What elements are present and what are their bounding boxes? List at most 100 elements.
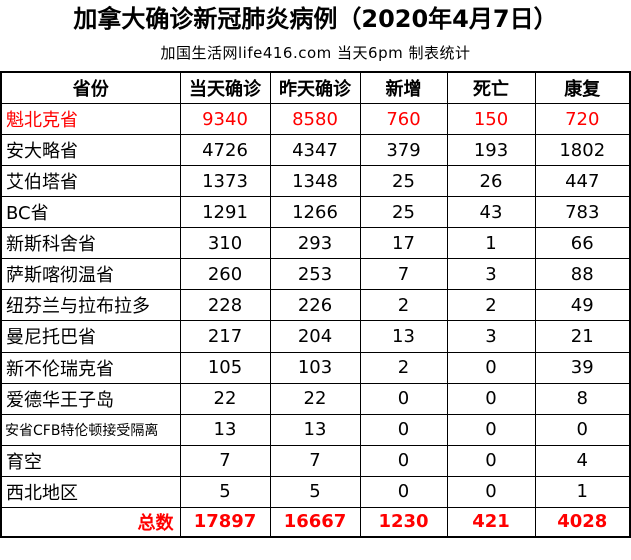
- recovered: 21: [534, 320, 631, 353]
- table-row: 新不伦瑞克省 105 103 2 0 39: [0, 351, 631, 384]
- recovered: 39: [534, 351, 631, 384]
- table-row: 新斯科舍省 310 293 17 1 66: [0, 227, 631, 260]
- table-row: 曼尼托巴省 217 204 13 3 21: [0, 320, 631, 353]
- deaths: 0: [446, 413, 536, 446]
- recovered: 49: [534, 289, 631, 322]
- province-name: 西北地区: [0, 475, 181, 508]
- new-cases: 0: [359, 444, 448, 477]
- table-row: 安省CFB特伦顿接受隔离 13 13 0 0 0: [0, 413, 631, 446]
- total-recovered: 4028: [534, 506, 631, 538]
- new-cases: 13: [359, 320, 448, 353]
- province-name: 曼尼托巴省: [0, 320, 181, 353]
- new-cases: 25: [359, 165, 448, 198]
- today-confirmed: 217: [179, 320, 271, 353]
- yesterday-confirmed: 7: [269, 444, 361, 477]
- today-confirmed: 228: [179, 289, 271, 322]
- yesterday-confirmed: 103: [269, 351, 361, 384]
- recovered: 66: [534, 227, 631, 260]
- recovered: 88: [534, 258, 631, 291]
- header-today-confirmed: 当天确诊: [179, 71, 271, 104]
- deaths: 0: [446, 444, 536, 477]
- new-cases: 25: [359, 196, 448, 229]
- deaths: 2: [446, 289, 536, 322]
- deaths: 0: [446, 382, 536, 415]
- yesterday-confirmed: 13: [269, 413, 361, 446]
- yesterday-confirmed: 4347: [269, 134, 361, 167]
- deaths: 193: [446, 134, 536, 167]
- new-cases: 760: [359, 102, 448, 136]
- province-name: 萨斯喀彻温省: [0, 258, 181, 291]
- yesterday-confirmed: 8580: [269, 102, 361, 136]
- yesterday-confirmed: 1348: [269, 165, 361, 198]
- new-cases: 7: [359, 258, 448, 291]
- table-row: 爱德华王子岛 22 22 0 0 8: [0, 382, 631, 415]
- table-row: 魁北克省 9340 8580 760 150 720: [0, 102, 631, 136]
- today-confirmed: 5: [179, 475, 271, 508]
- deaths: 43: [446, 196, 536, 229]
- recovered: 8: [534, 382, 631, 415]
- recovered: 783: [534, 196, 631, 229]
- page-title: 加拿大确诊新冠肺炎病例（2020年4月7日）: [73, 5, 558, 33]
- table-row: 艾伯塔省 1373 1348 25 26 447: [0, 165, 631, 198]
- header-province: 省份: [0, 71, 181, 104]
- deaths: 1: [446, 227, 536, 260]
- header-deaths: 死亡: [446, 71, 536, 104]
- new-cases: 2: [359, 289, 448, 322]
- province-name: 安大略省: [0, 134, 181, 167]
- province-name: 新斯科舍省: [0, 227, 181, 260]
- total-today-confirmed: 17897: [179, 506, 271, 538]
- province-name: 育空: [0, 444, 181, 477]
- recovered: 720: [534, 102, 631, 136]
- table-row: 西北地区 5 5 0 0 1: [0, 475, 631, 508]
- header-recovered: 康复: [534, 71, 631, 104]
- new-cases: 2: [359, 351, 448, 384]
- deaths: 0: [446, 475, 536, 508]
- yesterday-confirmed: 226: [269, 289, 361, 322]
- province-name: 安省CFB特伦顿接受隔离: [0, 413, 181, 446]
- recovered: 1802: [534, 134, 631, 167]
- table-row: 安大略省 4726 4347 379 193 1802: [0, 134, 631, 167]
- new-cases: 0: [359, 382, 448, 415]
- province-name: 艾伯塔省: [0, 165, 181, 198]
- new-cases: 0: [359, 413, 448, 446]
- recovered: 447: [534, 165, 631, 198]
- yesterday-confirmed: 253: [269, 258, 361, 291]
- new-cases: 17: [359, 227, 448, 260]
- deaths: 150: [446, 102, 536, 136]
- today-confirmed: 4726: [179, 134, 271, 167]
- today-confirmed: 1373: [179, 165, 271, 198]
- yesterday-confirmed: 1266: [269, 196, 361, 229]
- deaths: 3: [446, 258, 536, 291]
- province-name: 纽芬兰与拉布拉多: [0, 289, 181, 322]
- today-confirmed: 13: [179, 413, 271, 446]
- yesterday-confirmed: 293: [269, 227, 361, 260]
- today-confirmed: 260: [179, 258, 271, 291]
- deaths: 26: [446, 165, 536, 198]
- today-confirmed: 7: [179, 444, 271, 477]
- total-label: 总数: [0, 506, 181, 538]
- header-row: 省份 当天确诊 昨天确诊 新增 死亡 康复: [0, 71, 631, 104]
- yesterday-confirmed: 5: [269, 475, 361, 508]
- header-new: 新增: [359, 71, 448, 104]
- province-name: 魁北克省: [0, 102, 181, 136]
- header-yesterday-confirmed: 昨天确诊: [269, 71, 361, 104]
- total-deaths: 421: [446, 506, 536, 538]
- recovered: 4: [534, 444, 631, 477]
- table-row: BC省 1291 1266 25 43 783: [0, 196, 631, 229]
- table-row: 纽芬兰与拉布拉多 228 226 2 2 49: [0, 289, 631, 322]
- today-confirmed: 22: [179, 382, 271, 415]
- province-name: 爱德华王子岛: [0, 382, 181, 415]
- total-row: 总数 17897 16667 1230 421 4028: [0, 506, 631, 538]
- case-table: 省份 当天确诊 昨天确诊 新增 死亡 康复 魁北克省 9340 8580 760…: [0, 71, 631, 538]
- page-subtitle: 加国生活网life416.com 当天6pm 制表统计: [160, 44, 471, 62]
- deaths: 0: [446, 351, 536, 384]
- table-row: 萨斯喀彻温省 260 253 7 3 88: [0, 258, 631, 291]
- deaths: 3: [446, 320, 536, 353]
- yesterday-confirmed: 22: [269, 382, 361, 415]
- today-confirmed: 9340: [179, 102, 271, 136]
- recovered: 1: [534, 475, 631, 508]
- province-name: BC省: [0, 196, 181, 229]
- new-cases: 0: [359, 475, 448, 508]
- today-confirmed: 310: [179, 227, 271, 260]
- total-yesterday-confirmed: 16667: [269, 506, 361, 538]
